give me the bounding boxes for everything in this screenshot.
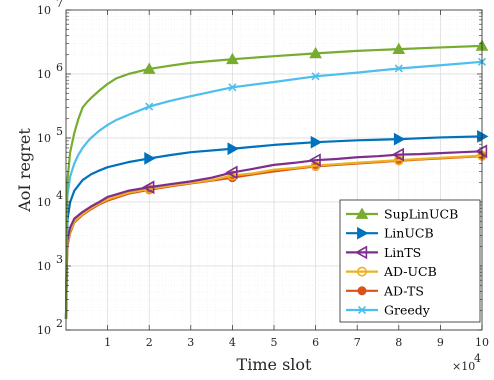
data-point-greedy <box>394 64 403 73</box>
data-point-suplinucb <box>392 42 406 54</box>
series-lints <box>64 144 488 319</box>
marker-stroke <box>145 102 154 111</box>
y-tick-label-base: 10 <box>37 132 51 145</box>
legend-label: Greedy <box>384 303 431 318</box>
x-tick-label: 4 <box>229 336 236 349</box>
y-axis-label: AoI regret <box>15 128 34 213</box>
data-point-lints <box>142 180 155 195</box>
data-point-greedy <box>228 83 237 92</box>
series-greedy <box>64 57 487 319</box>
data-point-linucb <box>393 132 406 146</box>
legend-label: AD-UCB <box>383 264 437 279</box>
x-tick-label: 2 <box>146 336 153 349</box>
series-line-greedy <box>64 60 483 319</box>
y-tick-label-exp: 7 <box>56 0 63 10</box>
legend-item-ad-ucb: AD-UCB <box>346 264 437 279</box>
y-tick-label-base: 10 <box>37 68 51 81</box>
legend-items: SupLinUCB LinUCB LinTS AD-UCB AD-TS Greedy <box>346 207 458 318</box>
legend-marker <box>357 305 367 315</box>
legend-item-ad-ts: AD-TS <box>346 283 424 298</box>
x-tick-label: 3 <box>187 336 194 349</box>
y-tick-label-base: 10 <box>37 196 51 209</box>
data-point-suplinucb <box>142 62 156 74</box>
data-point-linucb <box>310 135 323 149</box>
data-point-lints <box>225 165 238 180</box>
legend-label: LinTS <box>384 245 421 260</box>
marker-stroke <box>311 72 320 81</box>
legend-box <box>339 199 481 323</box>
legend-label: AD-TS <box>383 283 424 298</box>
data-point-linucb <box>144 152 156 165</box>
data-point-greedy <box>311 72 320 81</box>
x-tick-label: 6 <box>312 336 319 349</box>
legend-item-suplinucb: SupLinUCB <box>346 207 458 222</box>
x-tick-label: 5 <box>271 336 278 349</box>
y-tick-label-base: 10 <box>37 4 51 17</box>
x-tick-label: 1 <box>104 336 111 349</box>
y-tick-label-base: 10 <box>37 260 51 273</box>
y-tick-label: 10 5 <box>37 125 63 145</box>
data-point-greedy <box>145 102 154 111</box>
x-multiplier-exp: 4 <box>474 352 481 365</box>
y-tick-labels: 10 2 10 3 10 4 10 5 10 6 10 7 <box>37 0 63 337</box>
y-tick-label: 10 3 <box>37 253 63 273</box>
y-tick-label-exp: 4 <box>56 189 63 202</box>
legend-label: LinUCB <box>384 226 434 241</box>
x-tick-label: 8 <box>395 336 402 349</box>
y-tick-label-exp: 2 <box>56 317 63 330</box>
marker-stroke <box>228 83 237 92</box>
series-suplinucb <box>64 39 489 319</box>
x-tick-label: 10 <box>475 336 489 349</box>
y-tick-label-exp: 6 <box>56 61 63 74</box>
series-layer <box>64 39 489 319</box>
y-tick-label-exp: 3 <box>56 253 63 266</box>
marker-stroke <box>394 64 403 73</box>
legend-label: SupLinUCB <box>384 207 458 222</box>
legend-item-linucb: LinUCB <box>346 226 434 241</box>
y-tick-label: 10 4 <box>37 189 63 209</box>
data-point-linucb <box>477 130 489 143</box>
x-tick-label: 9 <box>437 336 444 349</box>
x-tick-labels: 1 2 3 4 5 6 7 8 9 10 <box>104 336 489 349</box>
y-tick-label-base: 10 <box>37 324 51 337</box>
legend-marker <box>355 207 369 219</box>
data-point-linucb <box>227 142 239 156</box>
y-tick-label: 10 6 <box>37 61 63 81</box>
series-line-suplinucb <box>64 44 483 319</box>
legend: SupLinUCB LinUCB LinTS AD-UCB AD-TS Greedy <box>339 199 481 323</box>
legend-marker <box>357 226 369 240</box>
legend-item-lints: LinTS <box>346 245 421 260</box>
data-point-suplinucb <box>226 52 239 65</box>
y-tick-label: 10 7 <box>37 0 63 17</box>
x-multiplier: ×10 4 <box>452 352 481 373</box>
x-axis-label: Time slot <box>237 355 312 374</box>
y-tick-label: 10 2 <box>37 317 63 337</box>
data-point-lints <box>391 147 405 162</box>
series-linucb <box>64 130 489 319</box>
legend-marker <box>357 286 367 296</box>
data-point-lints <box>308 153 321 168</box>
marker-stroke <box>357 305 367 315</box>
legend-item-greedy: Greedy <box>346 303 431 318</box>
x-multiplier-base: ×10 <box>452 360 475 373</box>
data-point-suplinucb <box>309 46 322 59</box>
y-tick-label-exp: 5 <box>56 125 63 138</box>
legend-marker <box>356 266 367 277</box>
legend-marker <box>354 245 368 260</box>
data-point-lints <box>474 144 488 159</box>
x-tick-label: 7 <box>354 336 361 349</box>
